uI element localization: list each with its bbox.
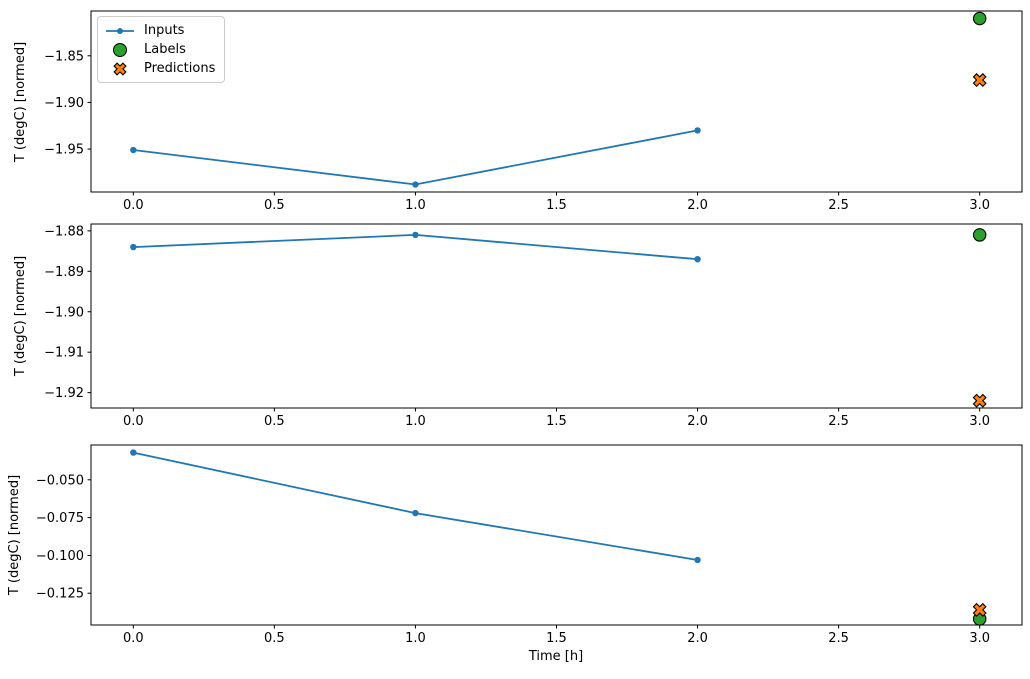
inputs-point: [130, 449, 137, 456]
legend-labels-circle: [113, 42, 127, 57]
inputs-point: [130, 146, 137, 154]
x-tick-label: 2.5: [828, 414, 849, 429]
inputs-point: [694, 127, 701, 134]
x-tick-label: 2.0: [687, 198, 708, 213]
labels-point: [972, 11, 987, 26]
legend: Inputs Labels Predictions: [97, 16, 226, 83]
inputs-line: [133, 451, 698, 561]
y-tick-label: −1.90: [44, 305, 84, 320]
x-tick-label: 2.0: [687, 631, 708, 646]
inputs-point: [694, 556, 701, 564]
predictions-point: [972, 602, 987, 617]
x-tick-label: 0.0: [123, 631, 144, 646]
x-tick-label: 3.0: [969, 631, 990, 646]
x-tick-label: 2.5: [828, 198, 849, 213]
y-tick-label: −1.90: [44, 96, 84, 111]
inputs-point: [412, 181, 419, 188]
legend-inputs-marker-icon: [105, 24, 135, 38]
inputs-point: [694, 255, 701, 263]
subplot-2-ylabel: T (degC) [normed]: [13, 255, 28, 377]
legend-predictions-marker-icon: [105, 59, 135, 79]
predictions-point: [972, 393, 987, 408]
x-tick-label: 2.0: [687, 414, 708, 429]
x-tick-label: 1.5: [546, 414, 567, 429]
axes-frame: [90, 10, 1023, 193]
legend-inputs-dot: [117, 27, 123, 34]
inputs-point: [412, 231, 419, 239]
y-tick-label: −0.075: [36, 511, 84, 526]
legend-item-labels: Labels: [105, 40, 215, 59]
y-tick-label: −0.100: [36, 549, 84, 564]
y-tick-label: −1.88: [44, 224, 84, 239]
subplot-1: 0.0 0.5 1.0 1.5 2.0 2.5 3.0 −1.85 −1.90 −1.95: [44, 10, 1023, 213]
legend-predictions-label: Predictions: [144, 61, 216, 76]
y-tick-label: −1.91: [44, 346, 84, 361]
predictions-point: [972, 73, 987, 88]
inputs-point: [130, 243, 137, 251]
y-tick-label: −0.050: [36, 473, 84, 488]
x-tick-label: 0.0: [123, 414, 144, 429]
inputs-line: [133, 233, 698, 261]
y-tick-label: −0.125: [36, 587, 84, 602]
subplot-1-ylabel: T (degC) [normed]: [13, 41, 28, 163]
axes-frame: [90, 444, 1023, 626]
y-tick-label: −1.92: [44, 386, 84, 401]
x-tick-label: 0.5: [264, 414, 285, 429]
x-tick-label: 1.0: [405, 631, 426, 646]
x-tick-label: 3.0: [969, 414, 990, 429]
legend-item-predictions: Predictions: [105, 59, 215, 78]
subplot-3-ylabel: T (degC) [normed]: [7, 474, 22, 596]
x-tick-label: 0.5: [264, 198, 285, 213]
subplot-2: 0.0 0.5 1.0 1.5 2.0 2.5 3.0 −1.88 −1.89 −1.90 −1.9…: [44, 223, 1023, 429]
inputs-line: [133, 129, 698, 186]
x-tick-label: 1.0: [405, 414, 426, 429]
x-tick-label: 3.0: [969, 198, 990, 213]
x-tick-label: 1.0: [405, 198, 426, 213]
x-tick-label: 2.5: [828, 631, 849, 646]
legend-item-inputs: Inputs: [105, 21, 215, 40]
x-tick-label: 0.5: [264, 631, 285, 646]
y-tick-label: −1.95: [44, 143, 84, 158]
labels-point: [972, 228, 987, 242]
legend-labels-label: Labels: [144, 42, 186, 57]
subplot-3: 0.0 0.5 1.0 1.5 2.0 2.5 3.0 −0.050 −0.075 −0.100 −…: [36, 444, 1023, 646]
x-tick-label: 1.5: [546, 631, 567, 646]
axes-frame: [90, 223, 1023, 409]
x-tick-label: 1.5: [546, 198, 567, 213]
legend-predictions-x: [113, 61, 127, 76]
legend-inputs-label: Inputs: [144, 23, 185, 38]
x-axis-label: Time [h]: [528, 649, 584, 664]
legend-labels-marker-icon: [105, 42, 135, 57]
y-tick-label: −1.89: [44, 265, 84, 280]
x-tick-label: 0.0: [123, 198, 144, 213]
y-tick-label: −1.85: [44, 49, 84, 64]
inputs-point: [412, 509, 419, 517]
